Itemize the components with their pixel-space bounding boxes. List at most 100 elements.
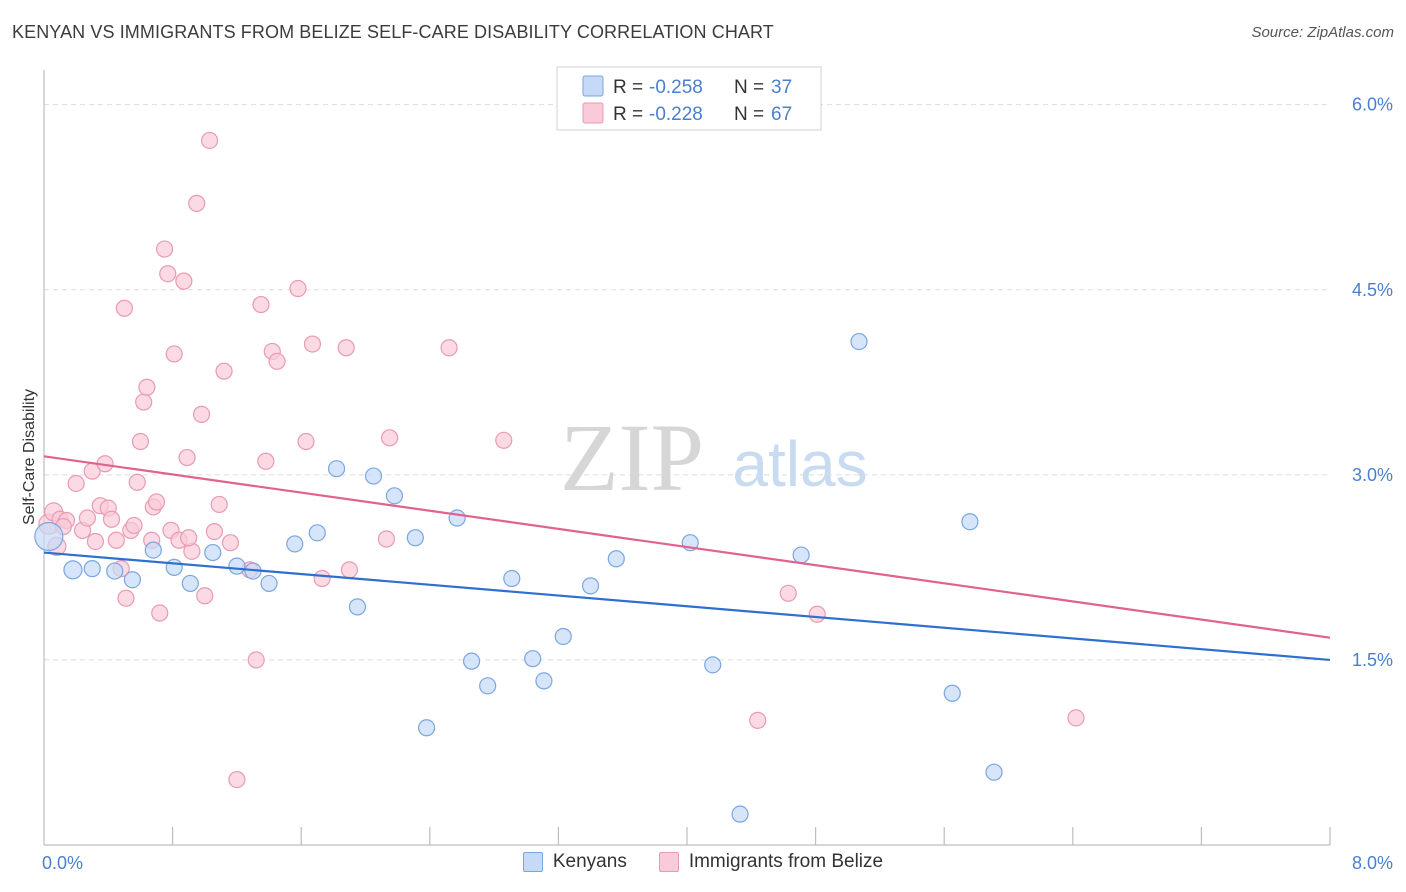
belize-point [377,530,395,548]
belize-point [67,474,85,493]
belize-point [138,378,156,396]
kenyans-point [385,487,404,505]
belize-point [749,711,767,729]
kenyans-point [83,560,101,578]
kenyans-point [943,684,961,702]
kenyans-point [308,524,326,542]
belize-point [115,299,133,317]
kenyans-point [123,571,142,589]
belize-point [252,295,270,314]
kenyans-point [961,513,979,531]
kenyans-point [144,541,162,559]
y-tick-label: 3.0% [1352,465,1393,485]
kenyans-point [850,332,868,351]
belize-point [200,131,219,150]
kenyans-point [63,560,83,580]
belize-point [125,516,143,535]
belize-point [102,510,121,528]
kenyans-point [204,543,222,562]
kenyans-point [524,650,542,668]
legend-label-kenyans: Kenyans [552,851,627,872]
kenyans-point [462,652,481,670]
belize-point [192,405,211,423]
belize-point [257,452,275,470]
belize-point [205,522,223,541]
kenyans-point [34,521,64,552]
kenyans-point [286,535,304,553]
stats-r-label: R = [613,77,643,98]
kenyans-point [165,558,183,576]
belize-point [313,569,331,588]
belize-point [128,473,146,491]
kenyans-point [731,805,749,823]
watermark: ZIP atlas [560,404,868,511]
y-tick-label: 4.5% [1352,280,1393,300]
trend-lines [43,455,1331,662]
kenyans-point [228,557,246,575]
belize-point [268,352,286,370]
kenyans-point [581,577,600,595]
belize-point [215,362,233,380]
kenyans-point [260,574,278,593]
belize-point [297,432,315,451]
kenyans-point [417,719,436,737]
watermark-atlas: atlas [732,428,867,500]
grid-lines [44,104,1330,661]
belize-point [107,531,125,549]
kenyans-point [106,562,124,580]
stats-n-value: 37 [771,77,792,98]
belize-point [1067,709,1085,727]
belize-point [289,279,307,298]
stats-n-label: N = [734,104,764,125]
belize-point [210,495,228,514]
belize-trend-line [43,455,1331,639]
legend-item-belize[interactable]: Immigrants from Belize [658,851,884,873]
belize-point [178,448,196,467]
belize-point [196,587,214,605]
kenyans-point [406,529,424,547]
series-kenyans-points [34,332,1003,823]
belize-point [159,265,177,283]
belize-point [247,651,265,669]
belize-point [78,509,97,527]
belize-point [117,589,135,607]
x-tick-label: 8.0% [1352,853,1393,873]
kenyans-point [535,672,553,690]
y-tick-label: 6.0% [1352,95,1393,115]
x-tick-label: 0.0% [42,853,83,873]
belize-point [147,493,166,511]
legend-swatch-kenyans [522,852,543,872]
kenyans-point [479,677,497,695]
stats-n-label: N = [734,77,764,98]
legend-item-kenyans[interactable]: Kenyans [522,851,627,873]
stats-legend: R = -0.258 N = 37 R = -0.228 N = 67 [556,66,822,131]
kenyans-point [554,627,572,646]
stats-swatch-belize [582,102,604,124]
belize-point [808,605,826,623]
belize-point [188,194,206,212]
belize-point [221,534,240,552]
belize-point [135,393,153,411]
kenyans-point [364,467,383,485]
stats-r-value: -0.228 [649,104,703,125]
belize-point [337,339,355,357]
belize-point [779,584,797,602]
belize-point [180,529,198,547]
belize-point [495,431,513,449]
stats-n-value: 67 [771,104,792,125]
belize-point [131,432,150,451]
belize-point [155,240,174,258]
kenyans-point [704,656,722,674]
kenyans-point [327,460,346,478]
legend-swatch-belize [658,852,679,872]
belize-point [303,335,322,353]
belize-point [151,604,169,622]
belize-point [381,429,399,447]
stats-r-label: R = [613,104,643,125]
kenyans-point [792,546,810,564]
kenyans-point [348,598,367,616]
belize-point [228,771,246,789]
legend-label-belize: Immigrants from Belize [688,851,884,872]
chart-title: KENYAN VS IMMIGRANTS FROM BELIZE SELF-CA… [12,22,774,42]
